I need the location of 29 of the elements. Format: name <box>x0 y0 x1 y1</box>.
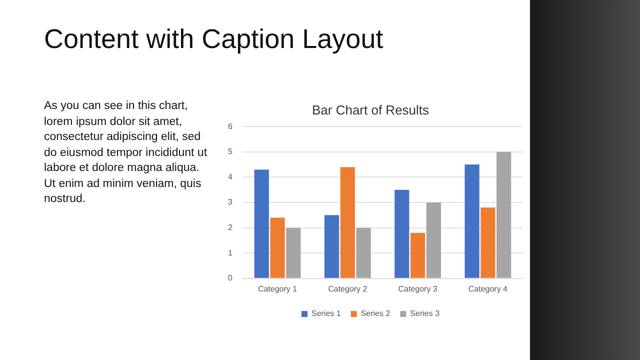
legend-label: Series 1 <box>311 309 342 318</box>
y-tick-label: 4 <box>228 172 233 182</box>
bar <box>496 152 512 278</box>
x-tick-label: Category 4 <box>468 284 508 294</box>
bar <box>356 228 371 278</box>
x-tick-label: Category 1 <box>258 284 298 294</box>
legend-label: Series 3 <box>410 309 440 318</box>
bar <box>324 215 340 278</box>
chart-subtitle: Bar Chart of Results <box>312 102 430 118</box>
bar <box>480 208 496 278</box>
y-tick-label: 6 <box>228 122 233 131</box>
legend-label: Series 2 <box>360 309 391 318</box>
y-tick-label: 3 <box>228 198 233 207</box>
y-tick-label: 5 <box>228 147 233 156</box>
x-tick-label: Category 3 <box>398 284 438 294</box>
bar <box>410 232 426 278</box>
y-tick-label: 2 <box>228 223 233 232</box>
bar <box>270 218 285 278</box>
y-tick-label: 1 <box>228 248 233 258</box>
bar <box>394 190 410 278</box>
bar <box>286 228 301 278</box>
x-tick-label: Category 2 <box>328 284 368 294</box>
bar <box>426 202 442 278</box>
bar <box>464 164 480 278</box>
bar <box>254 170 269 278</box>
y-tick-label: 0 <box>228 274 233 283</box>
bar <box>340 167 355 278</box>
text: As you can see in this chart, lorem ipsum dolor sit amet, consectetur adipiscing elit, sed do eiusmod tempor incididunt ut labore et dolore magna aliqua. Ut enim ad minim veniam, quis nostrud. <box>44 99 208 207</box>
chart-title: Content with Caption Layout <box>44 24 384 55</box>
